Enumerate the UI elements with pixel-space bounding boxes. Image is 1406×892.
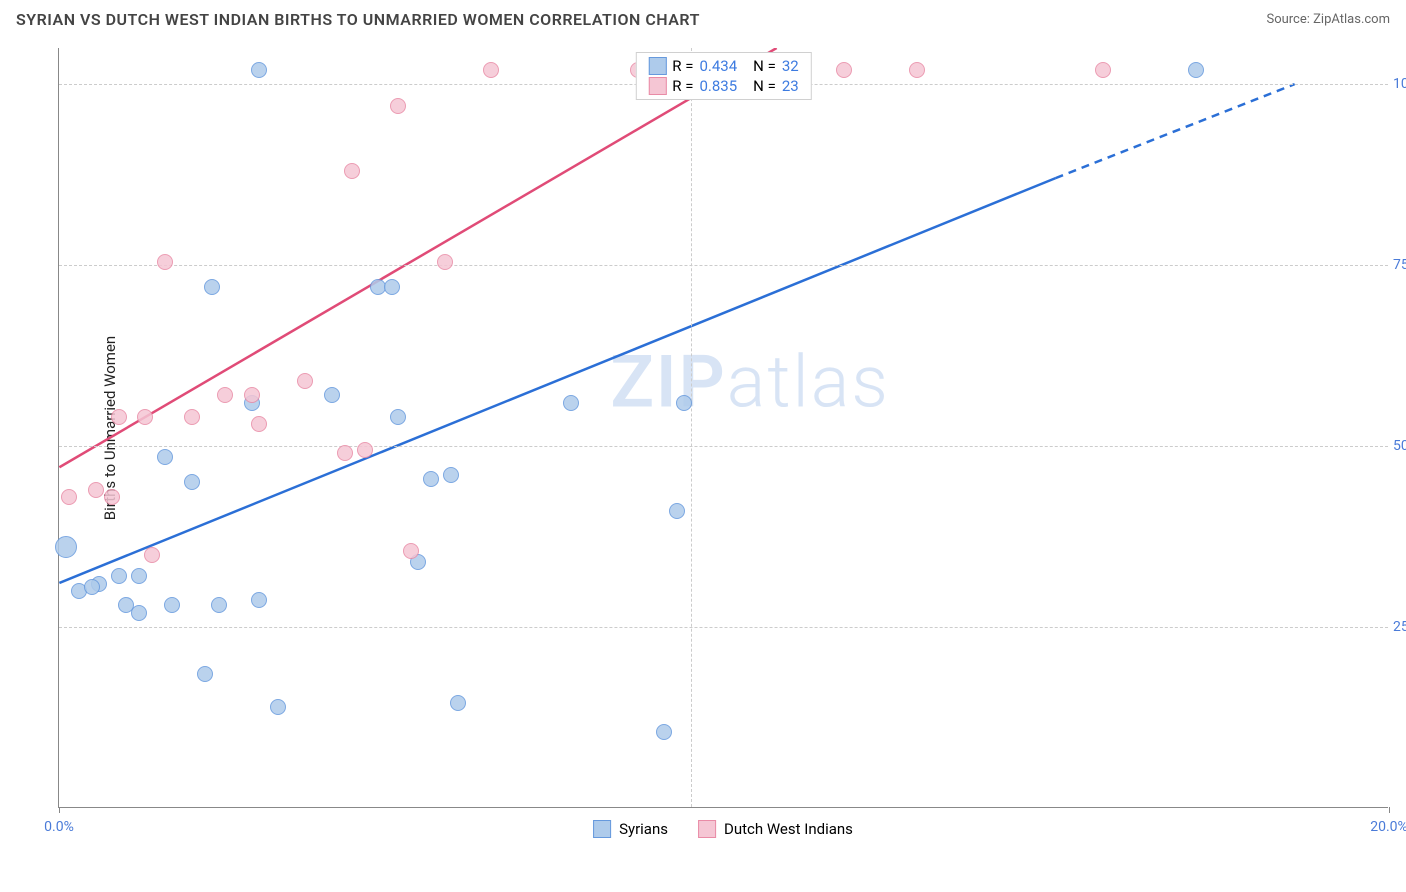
data-point bbox=[443, 467, 459, 483]
source-label: Source: ZipAtlas.com bbox=[1266, 12, 1390, 27]
n-label: N = bbox=[753, 77, 776, 95]
data-point bbox=[84, 579, 100, 595]
plot-region: ZIPatlas R = 0.434 N = 32 R = 0.835 N = … bbox=[58, 48, 1388, 808]
gridline bbox=[59, 627, 1388, 628]
data-point bbox=[55, 536, 77, 558]
data-point bbox=[217, 387, 233, 403]
data-point bbox=[1095, 62, 1111, 78]
watermark: ZIPatlas bbox=[610, 339, 890, 424]
watermark-light: atlas bbox=[727, 339, 890, 424]
r-label: R = bbox=[672, 57, 693, 75]
data-point bbox=[184, 409, 200, 425]
chart-area: Births to Unmarried Women ZIPatlas R = 0… bbox=[58, 48, 1388, 808]
data-point bbox=[676, 395, 692, 411]
ytick-label: 100.0% bbox=[1393, 76, 1406, 92]
data-point bbox=[437, 254, 453, 270]
n-value-dwi: 23 bbox=[782, 77, 799, 95]
data-point bbox=[656, 724, 672, 740]
data-point bbox=[157, 449, 173, 465]
data-point bbox=[390, 98, 406, 114]
n-label: N = bbox=[753, 57, 776, 75]
ytick-label: 75.0% bbox=[1393, 257, 1406, 273]
data-point bbox=[251, 416, 267, 432]
correlation-row-dwi: R = 0.835 N = 23 bbox=[648, 77, 798, 95]
data-point bbox=[423, 471, 439, 487]
data-point bbox=[483, 62, 499, 78]
data-point bbox=[184, 474, 200, 490]
data-point bbox=[390, 409, 406, 425]
xtick-mark bbox=[59, 807, 60, 813]
legend-label-syrians: Syrians bbox=[619, 820, 668, 838]
gridline-v bbox=[691, 48, 692, 807]
legend-item-syrians: Syrians bbox=[593, 820, 668, 838]
data-point bbox=[251, 592, 267, 608]
series-legend: Syrians Dutch West Indians bbox=[593, 820, 853, 838]
watermark-bold: ZIP bbox=[610, 339, 726, 424]
correlation-row-syrians: R = 0.434 N = 32 bbox=[648, 57, 798, 75]
data-point bbox=[131, 568, 147, 584]
r-value-syrians: 0.434 bbox=[699, 57, 737, 75]
data-point bbox=[669, 503, 685, 519]
legend-item-dwi: Dutch West Indians bbox=[698, 820, 853, 838]
xtick-mark bbox=[1389, 807, 1390, 813]
data-point bbox=[337, 445, 353, 461]
r-value-dwi: 0.835 bbox=[699, 77, 737, 95]
data-point bbox=[131, 605, 147, 621]
data-point bbox=[403, 543, 419, 559]
data-point bbox=[270, 699, 286, 715]
data-point bbox=[204, 279, 220, 295]
swatch-syrians bbox=[593, 820, 611, 838]
data-point bbox=[324, 387, 340, 403]
data-point bbox=[563, 395, 579, 411]
data-point bbox=[164, 597, 180, 613]
xtick-label: 0.0% bbox=[44, 819, 74, 835]
swatch-dwi bbox=[698, 820, 716, 838]
data-point bbox=[297, 373, 313, 389]
data-point bbox=[244, 387, 260, 403]
swatch-dwi bbox=[648, 77, 666, 95]
chart-title: SYRIAN VS DUTCH WEST INDIAN BIRTHS TO UN… bbox=[16, 10, 700, 29]
data-point bbox=[137, 409, 153, 425]
ytick-label: 25.0% bbox=[1393, 619, 1406, 635]
correlation-legend: R = 0.434 N = 32 R = 0.835 N = 23 bbox=[635, 52, 811, 100]
gridline bbox=[59, 446, 1388, 447]
swatch-syrians bbox=[648, 57, 666, 75]
gridline bbox=[59, 265, 1388, 266]
data-point bbox=[144, 547, 160, 563]
data-point bbox=[157, 254, 173, 270]
data-point bbox=[88, 482, 104, 498]
data-point bbox=[197, 666, 213, 682]
data-point bbox=[836, 62, 852, 78]
ytick-label: 50.0% bbox=[1393, 438, 1406, 454]
legend-label-dwi: Dutch West Indians bbox=[724, 820, 853, 838]
data-point bbox=[1188, 62, 1204, 78]
data-point bbox=[111, 568, 127, 584]
data-point bbox=[450, 695, 466, 711]
data-point bbox=[211, 597, 227, 613]
data-point bbox=[61, 489, 77, 505]
data-point bbox=[909, 62, 925, 78]
xtick-label: 20.0% bbox=[1370, 819, 1406, 835]
data-point bbox=[251, 62, 267, 78]
data-point bbox=[384, 279, 400, 295]
data-point bbox=[357, 442, 373, 458]
data-point bbox=[104, 489, 120, 505]
data-point bbox=[344, 163, 360, 179]
n-value-syrians: 32 bbox=[782, 57, 799, 75]
data-point bbox=[111, 409, 127, 425]
r-label: R = bbox=[672, 77, 693, 95]
